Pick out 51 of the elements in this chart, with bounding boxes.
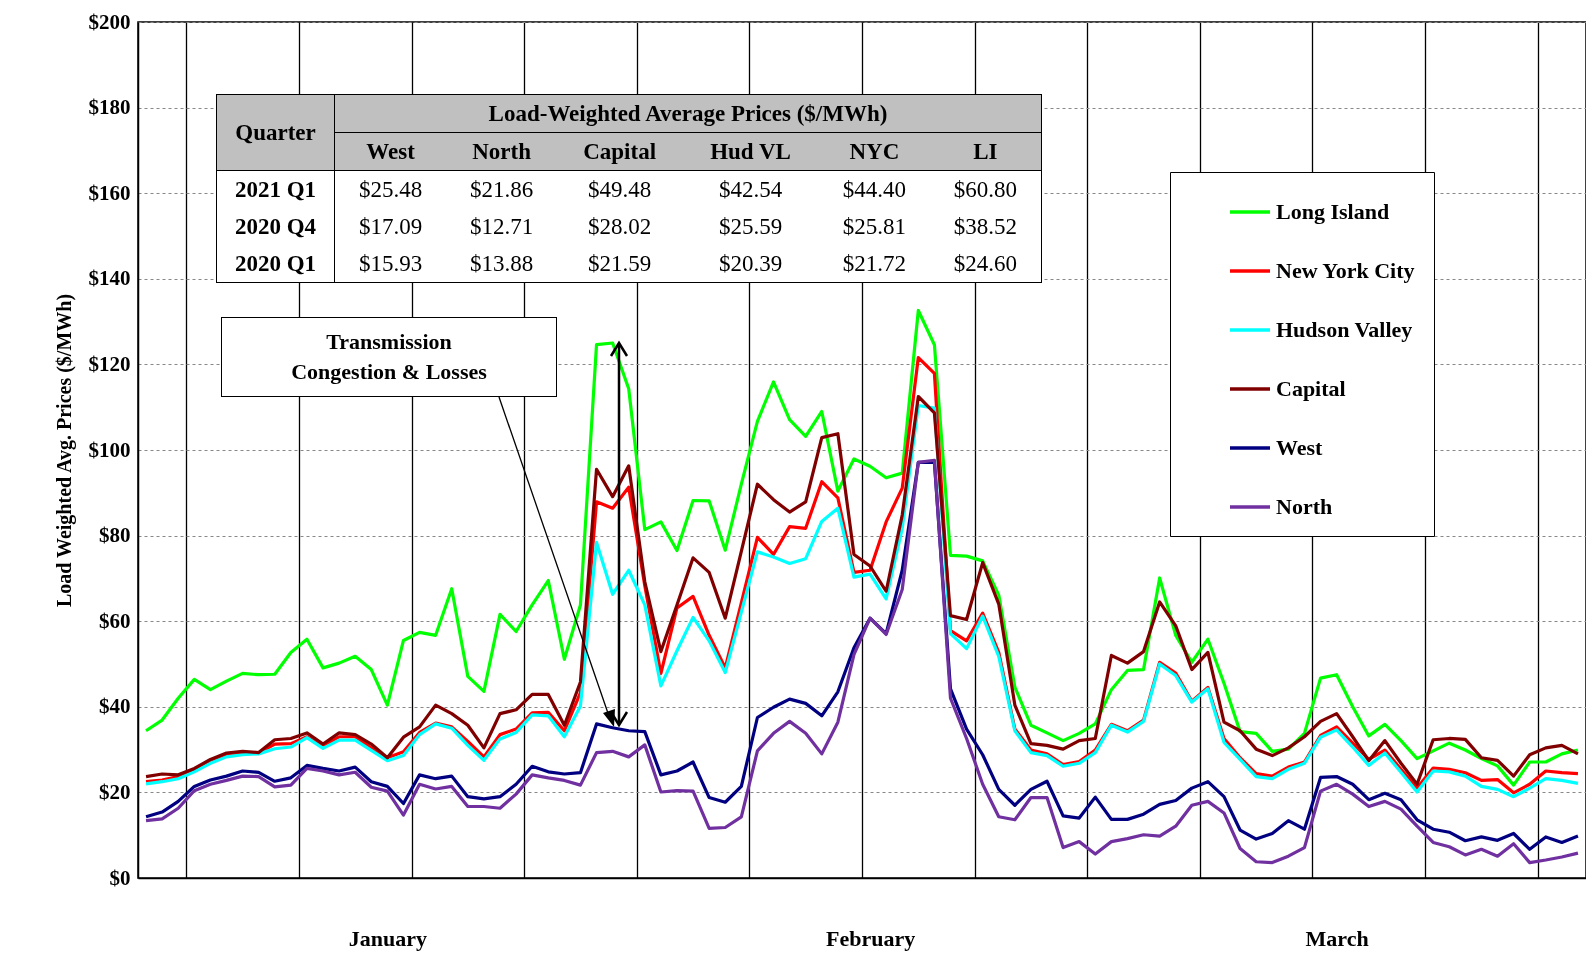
- x-tick-label: January: [348, 925, 427, 951]
- annotation: Capital: [557, 132, 683, 171]
- y-tick-label: $20: [99, 779, 131, 804]
- annotation: $49.48: [587, 175, 653, 204]
- annotation: $25.81: [841, 212, 907, 241]
- y-tick-label: $200: [88, 9, 131, 34]
- annotation: $21.59: [587, 249, 653, 278]
- annotation: $25.48: [357, 175, 424, 204]
- annotation: NYC: [818, 132, 930, 171]
- annotation: $38.52: [952, 212, 1018, 241]
- y-tick-label: $40: [99, 694, 131, 719]
- annotation: North: [446, 132, 558, 171]
- legend-label: Hudson Valley: [1276, 317, 1413, 342]
- legend-label: New York City: [1276, 258, 1415, 283]
- annotation: $42.54: [717, 175, 784, 204]
- legend-label: Capital: [1276, 376, 1346, 401]
- y-tick-label: $60: [99, 608, 131, 633]
- annotation: $60.80: [952, 175, 1018, 204]
- annotation: Quarter: [216, 94, 335, 171]
- callout-box: Transmission Congestion & Losses: [221, 317, 557, 397]
- y-tick-label: $120: [88, 351, 131, 376]
- y-axis-title: Load Weighted Avg. Prices ($/MWh): [52, 293, 76, 608]
- y-tick-label: $80: [99, 523, 131, 548]
- x-tick-label: February: [825, 925, 916, 951]
- annotation: West: [334, 132, 447, 171]
- annotation: 2021 Q1: [216, 170, 335, 208]
- annotation: $25.59: [717, 212, 784, 241]
- annotation: $15.93: [357, 249, 424, 278]
- annotation: $17.09: [357, 212, 424, 241]
- annotation: $12.71: [469, 212, 535, 241]
- legend-label: North: [1276, 494, 1333, 519]
- annotation: 2020 Q4: [216, 208, 335, 245]
- y-tick-label: $160: [88, 180, 131, 205]
- annotation: Load-Weighted Average Prices ($/MWh): [334, 94, 1042, 133]
- y-tick-label: $180: [88, 95, 131, 120]
- annotation: LI: [929, 132, 1042, 171]
- annotation: $44.40: [841, 175, 907, 204]
- annotation: 2020 Q1: [216, 245, 335, 283]
- y-tick-label: $0: [109, 865, 131, 890]
- annotation: $13.88: [469, 249, 535, 278]
- annotation: $21.72: [841, 249, 907, 278]
- y-tick-label: $100: [88, 437, 131, 462]
- legend-label: Long Island: [1276, 199, 1390, 224]
- annotation: $24.60: [952, 249, 1018, 278]
- annotation: $21.86: [469, 175, 535, 204]
- annotation: Hud VL: [682, 132, 819, 171]
- legend-label: West: [1276, 435, 1324, 460]
- x-tick-label: March: [1305, 925, 1369, 951]
- y-tick-label: $140: [88, 266, 131, 291]
- annotation: $28.02: [587, 212, 653, 241]
- annotation: $20.39: [717, 249, 784, 278]
